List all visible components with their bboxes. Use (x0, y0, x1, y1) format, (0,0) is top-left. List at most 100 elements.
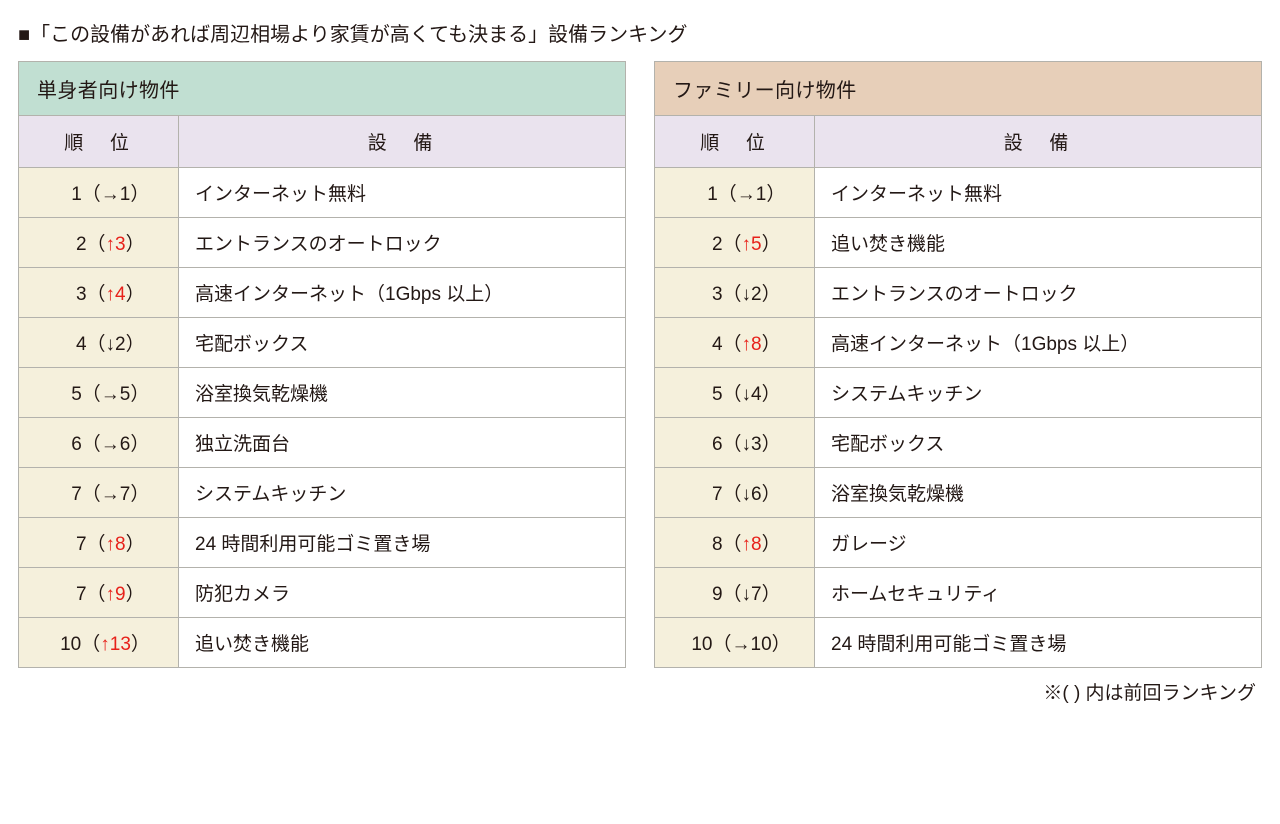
arrow-down-icon: ↓6 (742, 484, 762, 505)
rank-number: 6 (688, 434, 722, 456)
prev-rank: （↑8） (723, 334, 781, 355)
rank-cell: 6（→6） (19, 418, 179, 468)
arrow-down-icon: ↓4 (742, 384, 762, 405)
prev-rank: （→7） (82, 484, 150, 505)
prev-rank: （→10） (713, 634, 791, 655)
prev-rank: （↓6） (723, 484, 781, 505)
col-header-rank: 順 位 (19, 116, 179, 168)
page-title: ■「この設備があれば周辺相場より家賃が高くても決まる」設備ランキング (18, 18, 1262, 47)
rank-number: 7 (688, 484, 722, 506)
arrow-up-icon: ↑13 (100, 634, 131, 655)
rank-number: 4 (688, 334, 722, 356)
rank-cell: 7（→7） (19, 468, 179, 518)
prev-rank: （→5） (82, 384, 150, 405)
equipment-cell: 宅配ボックス (179, 318, 626, 368)
single-table-title: 単身者向け物件 (19, 62, 626, 116)
rank-cell: 4（↓2） (19, 318, 179, 368)
equipment-cell: 独立洗面台 (179, 418, 626, 468)
arrow-up-icon: ↑5 (742, 234, 762, 255)
prev-rank: （↓2） (87, 334, 145, 355)
rank-cell: 5（↓4） (655, 368, 815, 418)
arrow-down-icon: ↓7 (742, 584, 762, 605)
prev-rank: （→6） (82, 434, 150, 455)
table-row: 4（↓2）宅配ボックス (19, 318, 626, 368)
table-row: 1（→1）インターネット無料 (655, 168, 1262, 218)
rank-cell: 8（↑8） (655, 518, 815, 568)
table-row: 7（↓6）浴室換気乾燥機 (655, 468, 1262, 518)
table-row: 7（↑9）防犯カメラ (19, 568, 626, 618)
rank-cell: 1（→1） (19, 168, 179, 218)
table-row: 6（→6）独立洗面台 (19, 418, 626, 468)
table-row: 5（→5）浴室換気乾燥機 (19, 368, 626, 418)
col-header-equipment: 設 備 (815, 116, 1262, 168)
prev-rank: （↓3） (723, 434, 781, 455)
rank-cell: 7（↑8） (19, 518, 179, 568)
arrow-up-icon: ↑9 (106, 584, 126, 605)
equipment-cell: 追い焚き機能 (815, 218, 1262, 268)
title-text: 「この設備があれば周辺相場より家賃が高くても決まる」設備ランキング (30, 24, 687, 46)
rank-cell: 1（→1） (655, 168, 815, 218)
equipment-cell: 24 時間利用可能ゴミ置き場 (179, 518, 626, 568)
equipment-cell: ホームセキュリティ (815, 568, 1262, 618)
equipment-cell: 浴室換気乾燥機 (815, 468, 1262, 518)
prev-rank: （↑8） (87, 534, 145, 555)
family-table: ファミリー向け物件 順 位 設 備 1（→1）インターネット無料2（↑5）追い焚… (654, 61, 1262, 668)
rank-number: 10 (678, 634, 712, 656)
col-header-rank: 順 位 (655, 116, 815, 168)
prev-rank: （↑13） (81, 634, 150, 655)
rank-number: 3 (688, 284, 722, 306)
equipment-cell: エントランスのオートロック (179, 218, 626, 268)
rank-number: 5 (48, 384, 82, 406)
rank-cell: 7（↓6） (655, 468, 815, 518)
prev-rank: （↑5） (723, 234, 781, 255)
prev-rank: （↑4） (87, 284, 145, 305)
arrow-up-icon: ↑8 (106, 534, 126, 555)
arrow-same-icon: →1 (101, 184, 131, 205)
rank-cell: 4（↑8） (655, 318, 815, 368)
single-table: 単身者向け物件 順 位 設 備 1（→1）インターネット無料2（↑3）エントラン… (18, 61, 626, 668)
table-row: 10（→10）24 時間利用可能ゴミ置き場 (655, 618, 1262, 668)
rank-cell: 7（↑9） (19, 568, 179, 618)
arrow-same-icon: →6 (101, 434, 131, 455)
rank-number: 7 (52, 534, 86, 556)
family-table-title: ファミリー向け物件 (655, 62, 1262, 116)
equipment-cell: 24 時間利用可能ゴミ置き場 (815, 618, 1262, 668)
equipment-cell: エントランスのオートロック (815, 268, 1262, 318)
col-header-equipment: 設 備 (179, 116, 626, 168)
rank-cell: 10（→10） (655, 618, 815, 668)
rank-number: 9 (688, 584, 722, 606)
rank-number: 5 (688, 384, 722, 406)
single-table-body: 1（→1）インターネット無料2（↑3）エントランスのオートロック3（↑4）高速イ… (19, 168, 626, 668)
rank-number: 10 (47, 634, 81, 656)
rank-number: 1 (48, 184, 82, 206)
rank-number: 7 (52, 584, 86, 606)
prev-rank: （↓4） (723, 384, 781, 405)
rank-number: 6 (48, 434, 82, 456)
arrow-same-icon: →7 (101, 484, 131, 505)
prev-rank: （↓2） (723, 284, 781, 305)
rank-number: 2 (52, 234, 86, 256)
equipment-cell: 高速インターネット（1Gbps 以上） (179, 268, 626, 318)
arrow-down-icon: ↓2 (742, 284, 762, 305)
rank-number: 7 (48, 484, 82, 506)
table-row: 4（↑8）高速インターネット（1Gbps 以上） (655, 318, 1262, 368)
rank-cell: 10（↑13） (19, 618, 179, 668)
arrow-up-icon: ↑8 (742, 534, 762, 555)
prev-rank: （↓7） (723, 584, 781, 605)
rank-cell: 3（↑4） (19, 268, 179, 318)
equipment-cell: 追い焚き機能 (179, 618, 626, 668)
table-row: 2（↑3）エントランスのオートロック (19, 218, 626, 268)
table-row: 7（→7）システムキッチン (19, 468, 626, 518)
equipment-cell: 高速インターネット（1Gbps 以上） (815, 318, 1262, 368)
arrow-up-icon: ↑3 (106, 234, 126, 255)
rank-cell: 5（→5） (19, 368, 179, 418)
table-row: 10（↑13）追い焚き機能 (19, 618, 626, 668)
arrow-same-icon: →10 (732, 634, 772, 655)
table-row: 8（↑8）ガレージ (655, 518, 1262, 568)
equipment-cell: 浴室換気乾燥機 (179, 368, 626, 418)
table-row: 3（↓2） エントランスのオートロック (655, 268, 1262, 318)
table-row: 1（→1）インターネット無料 (19, 168, 626, 218)
equipment-cell: 防犯カメラ (179, 568, 626, 618)
footnote: ※( ) 内は前回ランキング (18, 678, 1262, 705)
table-row: 3（↑4）高速インターネット（1Gbps 以上） (19, 268, 626, 318)
